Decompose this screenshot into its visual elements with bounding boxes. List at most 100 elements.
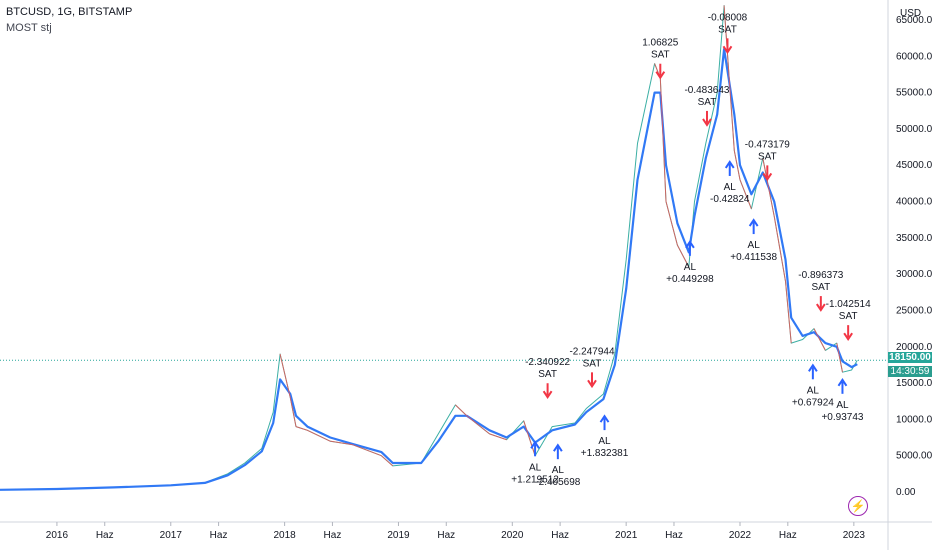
y-tick-label: 50000.00 (896, 124, 932, 135)
buy-arrow-head (837, 378, 848, 387)
sell-arrow-head (655, 71, 666, 80)
price-down-segment (676, 244, 690, 268)
y-axis: 65000.00 60000.00 55000.00 50000.00 45000.00… (896, 15, 932, 498)
buy-label: AL (836, 400, 849, 411)
price-down-segment (307, 429, 331, 442)
y-tick-label: 60000.00 (896, 51, 932, 62)
x-tick-label: 2020 (501, 530, 524, 541)
x-tick-label: 2016 (46, 530, 69, 541)
sell-arrow-head (843, 332, 853, 341)
series-group (0, 5, 858, 491)
sell-value: -0.483643 (684, 85, 729, 96)
buy-value: -0.42824 (710, 194, 750, 205)
y-tick-label: 65000.00 (896, 15, 932, 26)
buy-value: +1.219512 (511, 474, 559, 485)
price-down-segment (289, 397, 297, 427)
buy-label: AL (684, 262, 697, 273)
symbol-title[interactable]: BTCUSD, 1G, BITSTAMP (6, 6, 133, 18)
sell-arrow-head (587, 379, 597, 389)
indicator-label[interactable]: MOST stj (6, 22, 52, 34)
price-down-segment (352, 444, 382, 457)
price-down-segment (330, 440, 354, 446)
sell-arrow-head (702, 118, 712, 127)
x-tick-label: Haz (210, 530, 228, 541)
lightning-icon[interactable]: ⚡ (848, 496, 868, 516)
sell-label: SAT (758, 151, 777, 162)
sell-arrow-head (542, 390, 553, 400)
price-down-segment (733, 150, 741, 180)
buy-label: AL (552, 465, 565, 476)
sell-value: 1.06825 (642, 38, 679, 49)
x-tick-label: 2018 (273, 530, 296, 541)
buy-label: AL (748, 240, 761, 251)
y-tick-label: 30000.00 (896, 269, 932, 280)
buy-arrow-head (599, 414, 610, 423)
buy-value: +1.832381 (581, 448, 629, 459)
y-tick-label: 5000.00 (896, 451, 932, 462)
price-down-segment (785, 281, 792, 344)
y-tick-label: 45000.00 (896, 160, 932, 171)
last-price-badge: 18150.00 (888, 352, 932, 364)
buy-arrow-head (748, 218, 759, 227)
price-down-segment (813, 328, 826, 351)
buy-arrow-head (724, 160, 735, 169)
x-axis: 2016 Haz 2017 Haz 2018 Haz 2019 Haz 2020 Haz 2021 H… (46, 522, 865, 541)
y-tick-label: 10000.00 (896, 414, 932, 425)
countdown-badge: 14:30:59 (888, 366, 932, 378)
sell-label: SAT (698, 97, 717, 108)
x-tick-label: Haz (437, 530, 455, 541)
y-tick-label: 55000.00 (896, 88, 932, 99)
sell-value: -0.08008 (708, 12, 748, 23)
most-series-line (0, 47, 858, 491)
x-tick-label: Haz (96, 530, 114, 541)
x-tick-label: 2021 (615, 530, 638, 541)
sell-arrow-head (762, 172, 773, 182)
currency-label: USD (900, 8, 922, 19)
sell-arrow-head (722, 45, 733, 55)
sell-value: -1.042514 (826, 299, 871, 310)
buy-arrow-head (530, 440, 540, 449)
buy-arrow-head (685, 240, 695, 249)
sell-label: SAT (538, 369, 557, 380)
buy-label: AL (724, 182, 737, 193)
y-tick-label: 40000.00 (896, 197, 932, 208)
x-tick-label: Haz (324, 530, 342, 541)
y-tick-label: 25000.00 (896, 305, 932, 316)
price-down-segment (381, 455, 394, 467)
price-down-segment (295, 426, 308, 431)
price-down-segment (723, 5, 735, 151)
x-tick-label: Haz (779, 530, 797, 541)
y-tick-label: 20000.00 (896, 342, 932, 353)
x-tick-label: Haz (665, 530, 683, 541)
buy-label: AL (529, 462, 542, 473)
buy-label: AL (807, 385, 820, 396)
x-tick-label: 2017 (160, 530, 183, 541)
price-down-segment (773, 215, 787, 282)
price-down-segment (455, 404, 468, 417)
buy-value: +0.67924 (792, 397, 834, 408)
buy-value: +0.449298 (666, 274, 714, 285)
buy-arrow-head (808, 363, 818, 372)
sell-value: -2.247944 (569, 346, 614, 357)
sell-arrow-head (815, 303, 826, 312)
price-down-segment (739, 179, 752, 209)
y-tick-label: 35000.00 (896, 233, 932, 244)
price-down-segment (466, 415, 490, 435)
y-tick-label: 0.00 (896, 487, 916, 498)
price-down-segment (489, 433, 507, 441)
price-down-segment (659, 78, 667, 202)
sell-label: SAT (651, 50, 670, 61)
sell-value: -0.896373 (798, 270, 843, 281)
sell-label: SAT (839, 311, 858, 322)
price-down-segment (523, 420, 536, 456)
price-down-segment (279, 353, 291, 398)
sell-label: SAT (811, 282, 830, 293)
sell-label: SAT (583, 358, 602, 369)
price-down-segment (665, 201, 678, 246)
x-tick-label: 2022 (729, 530, 752, 541)
buy-label: AL (598, 436, 611, 447)
sell-label: SAT (718, 24, 737, 35)
y-tick-label: 15000.00 (896, 378, 932, 389)
sell-value: -2.340922 (525, 357, 570, 368)
